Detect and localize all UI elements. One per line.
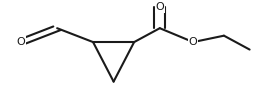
Text: O: O	[17, 37, 26, 47]
Text: O: O	[189, 37, 198, 47]
Text: O: O	[155, 2, 164, 12]
